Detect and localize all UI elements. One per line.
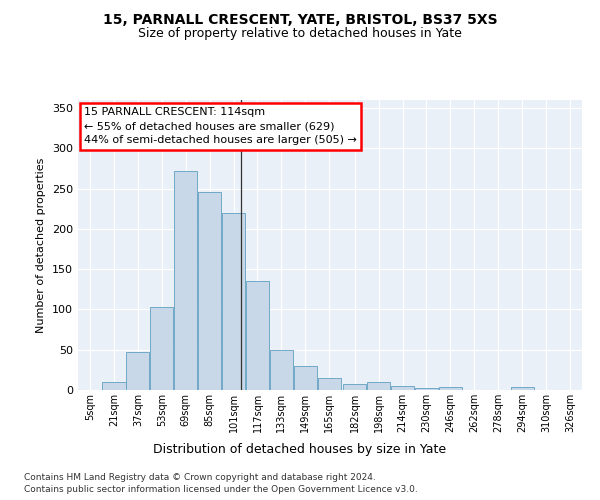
Text: Contains public sector information licensed under the Open Government Licence v3: Contains public sector information licen… — [24, 485, 418, 494]
Text: Distribution of detached houses by size in Yate: Distribution of detached houses by size … — [154, 442, 446, 456]
Bar — [174, 171, 197, 390]
Text: 15, PARNALL CRESCENT, YATE, BRISTOL, BS37 5XS: 15, PARNALL CRESCENT, YATE, BRISTOL, BS3… — [103, 12, 497, 26]
Bar — [391, 386, 414, 390]
Bar — [198, 192, 221, 390]
Text: Size of property relative to detached houses in Yate: Size of property relative to detached ho… — [138, 28, 462, 40]
Bar — [511, 387, 534, 390]
Bar — [222, 213, 245, 390]
Text: 15 PARNALL CRESCENT: 114sqm
← 55% of detached houses are smaller (629)
44% of se: 15 PARNALL CRESCENT: 114sqm ← 55% of det… — [84, 108, 357, 146]
Bar — [415, 388, 438, 390]
Bar — [293, 366, 317, 390]
Bar — [270, 350, 293, 390]
Bar — [246, 281, 269, 390]
Bar — [317, 378, 341, 390]
Bar — [367, 382, 390, 390]
Bar — [439, 387, 462, 390]
Bar — [150, 307, 173, 390]
Text: Contains HM Land Registry data © Crown copyright and database right 2024.: Contains HM Land Registry data © Crown c… — [24, 472, 376, 482]
Bar — [102, 382, 125, 390]
Y-axis label: Number of detached properties: Number of detached properties — [37, 158, 46, 332]
Bar — [126, 352, 149, 390]
Bar — [343, 384, 367, 390]
